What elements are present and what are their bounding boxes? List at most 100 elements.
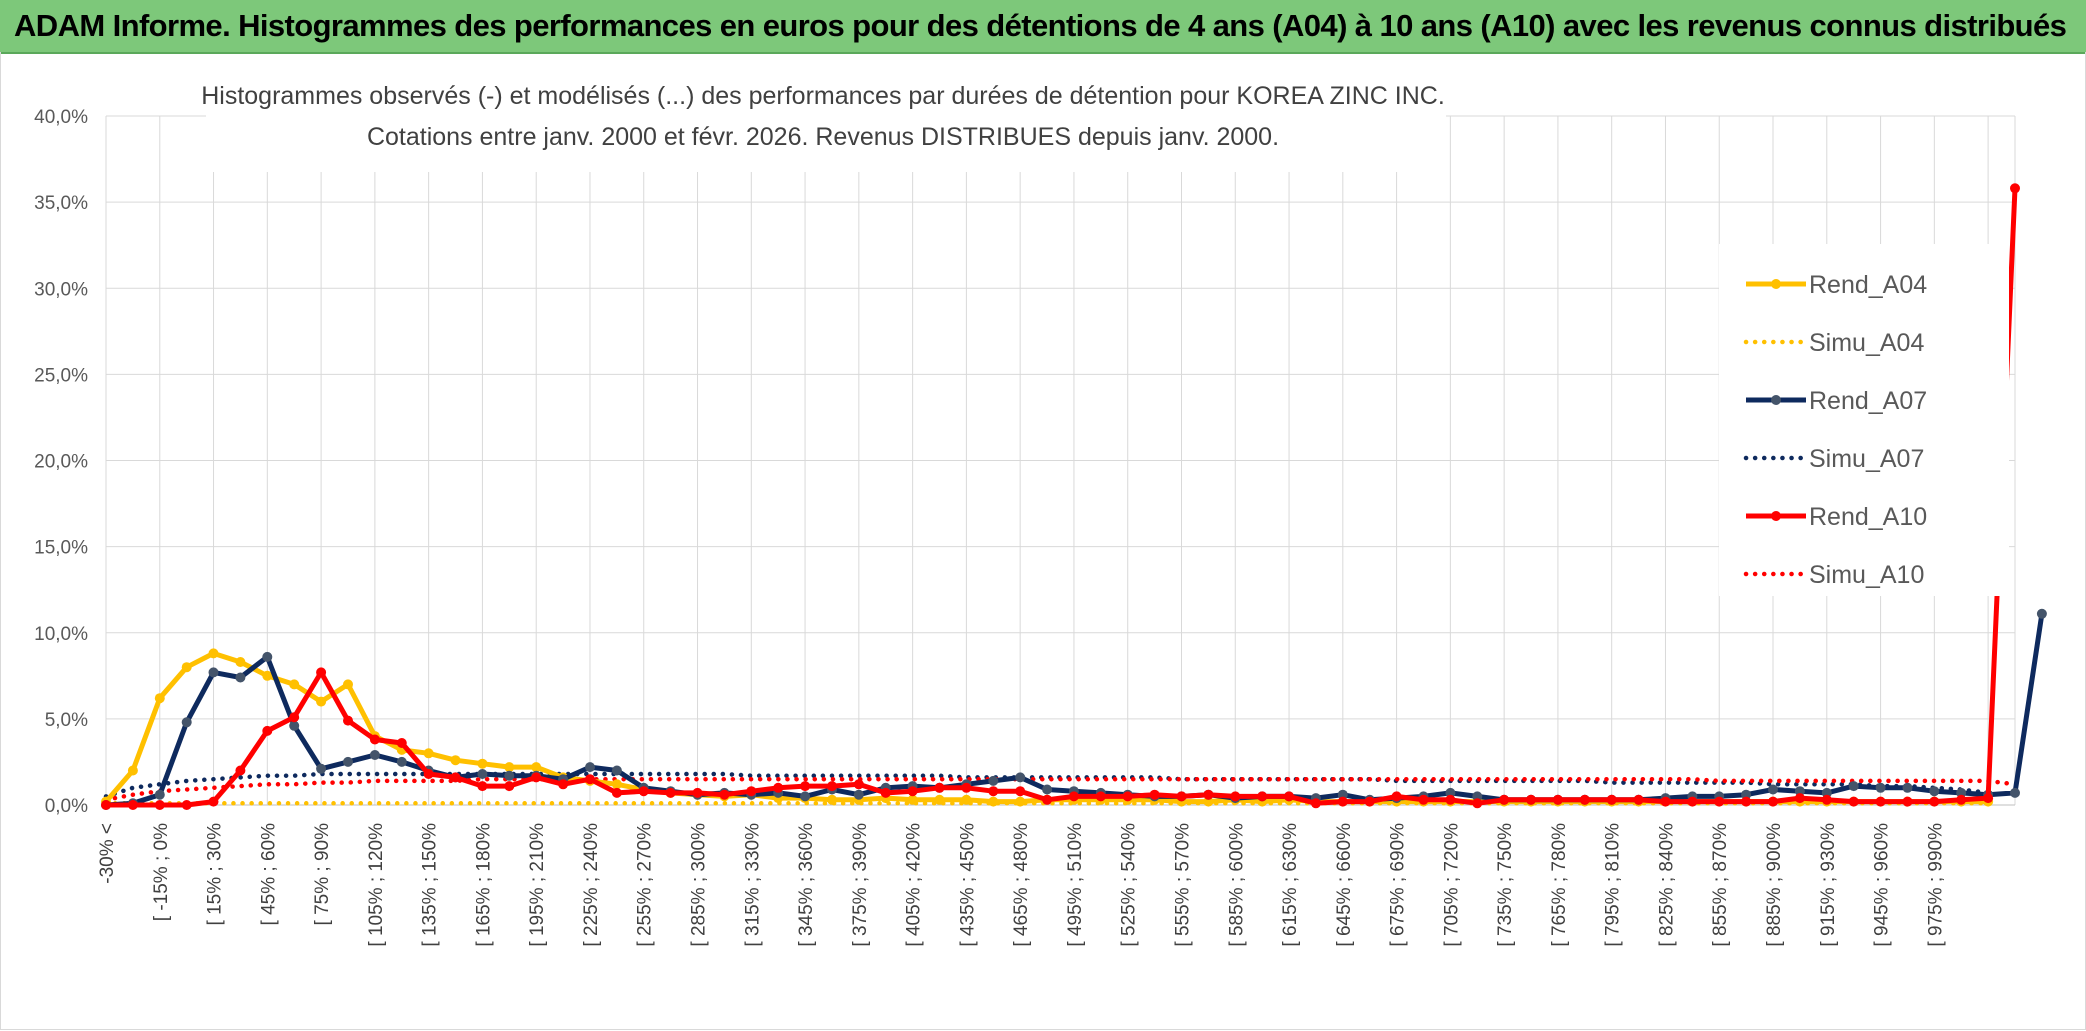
y-tick-label: 40,0% — [34, 107, 88, 128]
x-tick-label: [ 285% ; 300% — [689, 823, 710, 947]
data-point-rend-a10 — [262, 725, 273, 736]
data-point-rend-a10 — [800, 781, 811, 792]
data-point-rend-a04 — [504, 762, 515, 773]
x-tick-label: [ 525% ; 540% — [1119, 823, 1140, 947]
x-tick-label: [ -15% ; 0% — [151, 823, 172, 921]
data-point-rend-a04 — [907, 794, 918, 805]
data-point-rend-a10 — [1337, 796, 1348, 807]
data-point-rend-a10 — [2010, 183, 2020, 194]
data-point-rend-a10 — [1687, 796, 1698, 807]
data-point-rend-a10 — [316, 667, 327, 678]
x-tick-label: [ 675% ; 690% — [1388, 823, 1409, 947]
data-point-rend-a07 — [1741, 789, 1752, 800]
data-point-rend-a07 — [316, 763, 327, 774]
data-point-rend-a10 — [343, 715, 353, 726]
data-point-rend-a04 — [208, 648, 219, 659]
data-point-rend-a07 — [235, 672, 246, 683]
legend-label-simu-a07: Simu_A07 — [1809, 445, 1924, 473]
y-tick-label: 25,0% — [34, 365, 88, 386]
data-point-rend-a10 — [1230, 791, 1241, 802]
data-point-rend-a10 — [665, 787, 676, 798]
x-tick-label: [ 465% ; 480% — [1011, 823, 1032, 947]
data-point-rend-a04 — [423, 748, 434, 759]
data-point-rend-a10 — [396, 738, 407, 748]
data-point-rend-a10 — [1552, 794, 1563, 805]
data-point-rend-a10 — [235, 765, 246, 776]
data-point-rend-a04 — [181, 662, 192, 673]
data-point-rend-a10 — [154, 800, 165, 810]
data-point-rend-a07 — [477, 769, 488, 779]
data-point-rend-a10 — [1929, 796, 1940, 807]
data-point-rend-a10 — [1391, 791, 1402, 802]
data-point-rend-a07 — [1445, 787, 1456, 798]
data-point-rend-a10 — [1203, 789, 1214, 800]
data-point-rend-a10 — [289, 712, 300, 723]
data-point-rend-a10 — [127, 800, 138, 810]
data-point-rend-a10 — [1015, 786, 1026, 797]
x-tick-label: [ 345% ; 360% — [796, 823, 817, 947]
data-point-rend-a10 — [853, 779, 864, 790]
data-point-rend-a07 — [1821, 787, 1832, 798]
data-point-rend-a04 — [1203, 796, 1214, 807]
data-point-rend-a04 — [316, 696, 327, 707]
data-point-rend-a07 — [343, 756, 353, 767]
x-tick-label: [ 495% ; 510% — [1065, 823, 1086, 947]
data-point-rend-a10 — [1176, 791, 1187, 802]
legend-label-rend-a10: Rend_A10 — [1809, 503, 1927, 531]
data-point-rend-a10 — [181, 800, 192, 810]
data-point-rend-a10 — [1579, 794, 1590, 805]
legend-box — [1719, 244, 2009, 596]
data-point-rend-a10 — [1660, 796, 1671, 807]
y-tick-label: 20,0% — [34, 452, 88, 473]
x-tick-label: [ 795% ; 810% — [1603, 823, 1624, 947]
legend-marker-rend-a10 — [1771, 511, 1781, 521]
data-point-rend-a07 — [1042, 784, 1053, 795]
x-tick-label: [ 825% ; 840% — [1656, 823, 1677, 947]
x-tick-label: [ 45% ; 60% — [258, 823, 279, 926]
x-tick-label: [ 735% ; 750% — [1495, 823, 1516, 947]
data-point-rend-a10 — [531, 772, 542, 783]
x-tick-label: [ 135% ; 150% — [420, 823, 441, 947]
data-point-rend-a07 — [1768, 784, 1778, 795]
x-tick-label: [ 405% ; 420% — [904, 823, 925, 947]
chart-title: Histogrammes observés (-) et modélisés (… — [201, 82, 1445, 110]
x-tick-label: [ 705% ; 720% — [1441, 823, 1462, 947]
x-tick-label: [ 585% ; 600% — [1226, 823, 1247, 947]
data-point-rend-a10 — [719, 789, 730, 800]
data-point-rend-a10 — [1149, 789, 1160, 800]
data-point-rend-a07 — [585, 762, 595, 773]
data-point-rend-a10 — [1902, 796, 1913, 807]
data-point-rend-a10 — [1956, 794, 1967, 805]
data-point-rend-a10 — [907, 786, 918, 797]
data-point-rend-a10 — [1848, 796, 1859, 807]
x-axis: -30% < [ -15% ; 0% [ 15% ; 30% [ 45% ; 60% [… — [97, 804, 2015, 947]
data-point-rend-a04 — [611, 779, 622, 790]
data-point-rend-a10 — [988, 786, 999, 797]
report-title: ADAM Informe. Histogrammes des performan… — [14, 8, 2067, 43]
data-point-rend-a07 — [1929, 786, 1940, 797]
legend-marker-rend-a04 — [1771, 279, 1781, 289]
data-point-rend-a04 — [934, 794, 945, 805]
legend-marker-rend-a07 — [1771, 395, 1781, 405]
y-tick-label: 10,0% — [34, 624, 88, 645]
y-axis: 0,0% 5,0% 10,0% 15,0% 20,0% 25,0% 30,0% 35,0% 40… — [34, 107, 88, 817]
data-point-rend-a07 — [1337, 789, 1348, 800]
data-point-rend-a10 — [1821, 794, 1832, 805]
data-point-rend-a10 — [827, 781, 837, 792]
x-tick-label: [ 195% ; 210% — [527, 823, 548, 947]
data-point-rend-a07 — [1015, 772, 1026, 783]
data-point-rend-a10 — [1526, 794, 1536, 805]
legend: Rend_A04 Simu_A04 Rend_A07 Simu_A07 Rend_A10… — [1719, 244, 2009, 596]
data-point-rend-a04 — [289, 679, 300, 690]
data-point-rend-a10 — [1714, 796, 1725, 807]
data-point-rend-a10 — [208, 796, 219, 807]
chart-subtitle: Cotations entre janv. 2000 et févr. 2026… — [367, 123, 1279, 151]
chart-frame: 0,0% 5,0% 10,0% 15,0% 20,0% 25,0% 30,0% 35,0% 40… — [0, 52, 2086, 1030]
data-point-rend-a04 — [450, 755, 461, 766]
x-tick-label: [ 165% ; 180% — [473, 823, 494, 947]
legend-label-rend-a07: Rend_A07 — [1809, 387, 1927, 415]
data-point-rend-a10 — [1768, 796, 1778, 807]
data-point-rend-a10 — [1472, 798, 1483, 809]
data-point-rend-a07 — [853, 789, 864, 800]
data-point-rend-a10 — [1257, 791, 1268, 802]
